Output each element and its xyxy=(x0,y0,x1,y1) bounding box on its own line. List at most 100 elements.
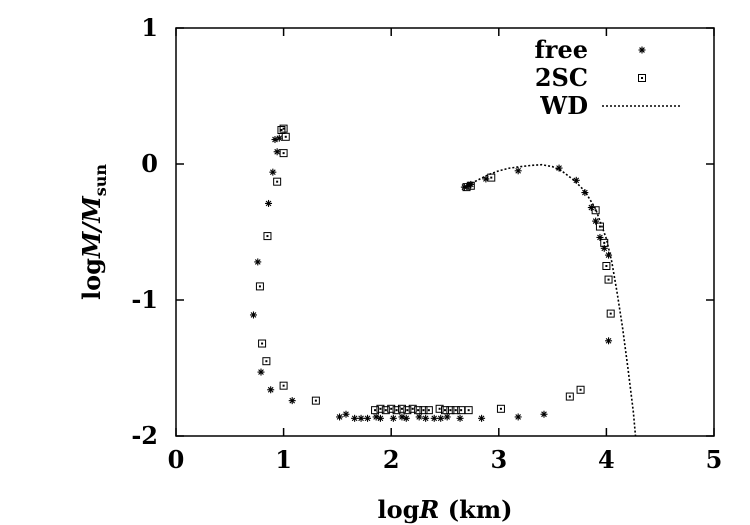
twosc-point xyxy=(496,404,505,413)
y-tick-label: 0 xyxy=(141,149,158,178)
twosc-point xyxy=(435,404,444,413)
series-layer xyxy=(249,124,637,437)
twosc-point xyxy=(565,392,574,401)
twosc-point xyxy=(403,406,412,415)
twosc-point xyxy=(258,339,267,348)
twosc-point xyxy=(446,406,455,415)
twosc-point xyxy=(255,282,264,291)
twosc-point xyxy=(279,149,288,158)
twosc-point xyxy=(602,262,611,270)
free-point xyxy=(376,414,384,422)
twosc-point xyxy=(419,406,428,415)
free-point xyxy=(288,397,296,405)
y-axis-label-main: log xyxy=(77,258,106,300)
free-point xyxy=(249,311,257,319)
legend-label-wd: WD xyxy=(539,91,588,120)
twosc-point xyxy=(424,406,433,415)
free-point xyxy=(540,410,548,418)
free-point xyxy=(600,244,608,252)
x-tick-label: 4 xyxy=(598,445,615,474)
plot-frame xyxy=(175,27,715,437)
free-point xyxy=(605,251,613,259)
twosc-point xyxy=(457,406,466,415)
twosc-point xyxy=(281,132,290,141)
twosc-point xyxy=(600,238,609,247)
free-point xyxy=(592,217,600,225)
legend: free 2SC WD xyxy=(534,35,680,120)
twosc-point xyxy=(263,232,272,241)
free-point xyxy=(254,258,262,266)
twosc-point xyxy=(387,404,396,413)
twosc-point xyxy=(591,206,600,215)
legend-entry-free: free xyxy=(534,35,646,64)
free-point xyxy=(422,414,430,422)
free-point xyxy=(336,413,344,421)
twosc-point xyxy=(277,126,286,134)
free-point xyxy=(555,164,563,172)
free-point xyxy=(587,204,595,212)
x-tick-label: 0 xyxy=(168,445,185,474)
free-point xyxy=(415,413,423,421)
free-point xyxy=(267,386,275,394)
twosc-point xyxy=(576,385,585,394)
legend-square-icon xyxy=(638,74,646,82)
twosc-point xyxy=(595,222,604,231)
x-ticks: 0 1 2 3 4 5 xyxy=(168,28,722,474)
free-point xyxy=(269,168,277,176)
y-axis-label: logM/Msun xyxy=(77,164,110,300)
y-tick-label: -2 xyxy=(131,421,158,450)
twosc-point xyxy=(376,404,385,413)
legend-label-2sc: 2SC xyxy=(535,63,588,92)
legend-marker-2sc xyxy=(638,74,646,82)
free-point xyxy=(402,414,410,422)
free-point xyxy=(456,414,464,422)
twosc-point xyxy=(441,406,449,415)
free-point xyxy=(443,413,451,421)
free-point xyxy=(357,414,365,422)
twosc-point xyxy=(381,406,390,415)
free-point xyxy=(430,414,438,422)
legend-asterisk-icon xyxy=(638,46,646,54)
free-point xyxy=(342,410,350,418)
free-point xyxy=(257,368,265,376)
wd-curve xyxy=(464,163,637,437)
twosc-point xyxy=(279,381,288,390)
free-point xyxy=(389,414,397,422)
y-tick-label: -1 xyxy=(131,285,158,314)
twosc-point xyxy=(371,406,380,415)
twosc-point xyxy=(397,404,406,413)
y-axis-label-sub: sun xyxy=(91,164,110,197)
free-point xyxy=(478,414,486,422)
free-point xyxy=(596,233,604,241)
free-point xyxy=(514,413,522,421)
twosc-point xyxy=(464,406,473,415)
twosc-point xyxy=(392,406,401,415)
legend-marker-free xyxy=(638,46,646,54)
twosc-point xyxy=(604,275,613,284)
x-tick-label: 2 xyxy=(383,445,400,474)
twosc-point xyxy=(414,406,423,415)
twosc-point xyxy=(273,177,282,186)
free-point xyxy=(364,414,372,422)
twosc-point xyxy=(451,406,460,415)
x-axis-label-var: R xyxy=(418,495,439,524)
y-ticks: -2 -1 0 1 xyxy=(131,13,714,450)
twosc-point xyxy=(262,357,271,366)
twosc-point xyxy=(606,309,615,318)
twosc-point xyxy=(408,404,417,413)
free-point xyxy=(581,189,589,197)
y-axis-label-var: M/M xyxy=(77,195,106,259)
y-tick-label: 1 xyxy=(141,13,158,42)
legend-label-free: free xyxy=(534,35,588,64)
twosc-point xyxy=(487,173,496,182)
free-point xyxy=(265,199,273,207)
twosc-point xyxy=(279,124,288,133)
x-axis-label-unit: (km) xyxy=(439,495,512,524)
free-point xyxy=(437,414,445,422)
free-point xyxy=(514,167,522,175)
legend-entry-2sc: 2SC xyxy=(535,63,646,92)
free-point xyxy=(275,134,283,142)
twosc-point xyxy=(311,396,320,405)
twosc-point xyxy=(462,183,471,192)
